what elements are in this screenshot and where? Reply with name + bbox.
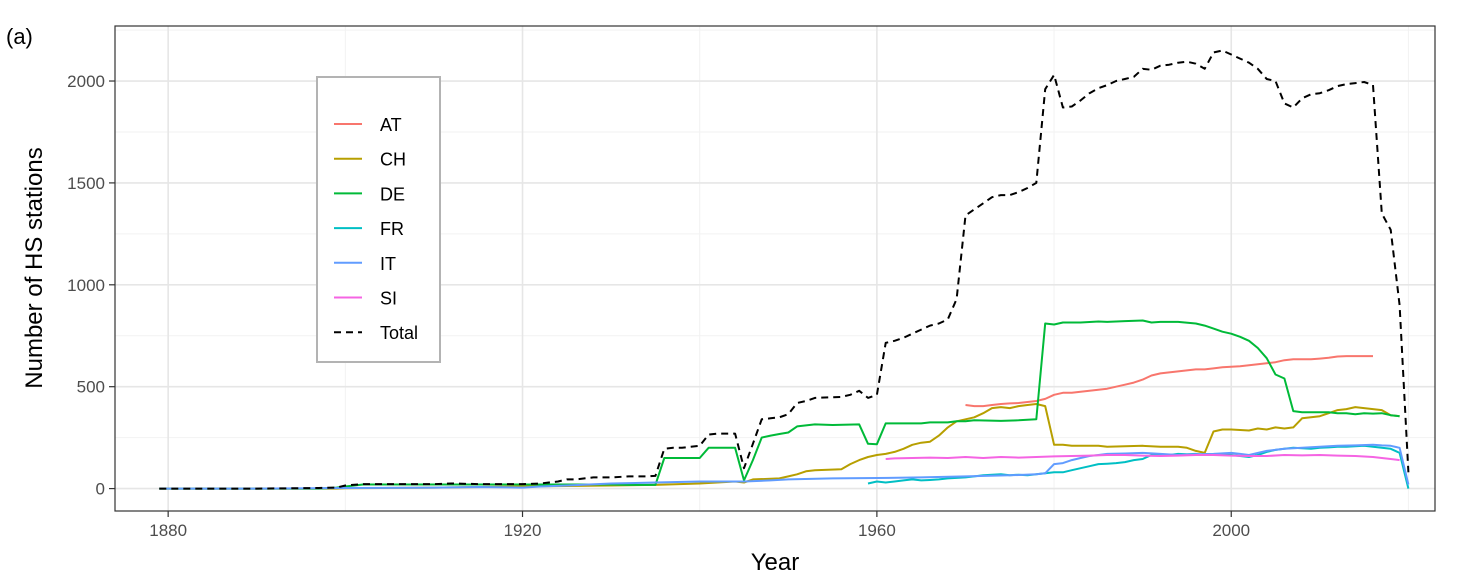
legend-box xyxy=(316,76,441,363)
y-tick-label: 1500 xyxy=(67,174,105,193)
series-line-ch xyxy=(159,403,1400,490)
x-tick-label: 1960 xyxy=(858,521,896,540)
x-tick-label: 2000 xyxy=(1212,521,1250,540)
y-axis-title: Number of HS stations xyxy=(21,147,48,388)
x-axis-title: Year xyxy=(751,549,800,576)
legend-label-de: DE xyxy=(380,184,405,204)
legend-label-total: Total xyxy=(380,323,418,343)
legend-label-fr: FR xyxy=(380,219,404,239)
y-tick-label: 2000 xyxy=(67,72,105,91)
series-line-at xyxy=(965,355,1373,408)
series-line-de xyxy=(159,319,1400,490)
legend-label-at: AT xyxy=(380,115,402,135)
panel-label: (a) xyxy=(6,24,33,49)
series-lines xyxy=(159,49,1410,490)
y-tick-label: 500 xyxy=(77,378,105,397)
legend: AT CH DE FR IT SI Total xyxy=(316,76,441,363)
y-tick-label: 0 xyxy=(96,480,105,499)
legend-label-si: SI xyxy=(380,289,397,309)
legend-label-ch: CH xyxy=(380,150,406,170)
series-line-total xyxy=(159,49,1410,490)
x-tick-label: 1880 xyxy=(149,521,187,540)
y-axis: 0 500 1000 1500 2000 xyxy=(67,72,115,499)
x-axis: 1880 1920 1960 2000 xyxy=(149,511,1250,540)
x-tick-label: 1920 xyxy=(504,521,542,540)
y-tick-label: 1000 xyxy=(67,276,105,295)
series-line-si xyxy=(885,454,1400,462)
plot-panel-border xyxy=(114,25,1436,512)
series-line-it xyxy=(159,443,1410,490)
legend-label-it: IT xyxy=(380,254,396,274)
grid xyxy=(115,26,1435,511)
